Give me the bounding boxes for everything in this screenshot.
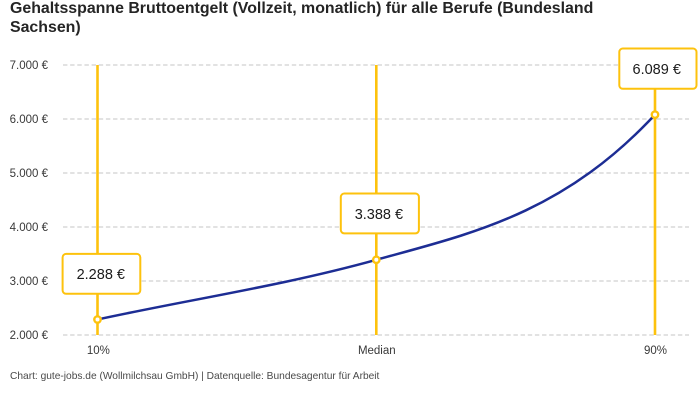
svg-text:3.388 €: 3.388 € [355,207,403,223]
svg-text:2.000 €: 2.000 € [10,330,49,342]
svg-text:90%: 90% [644,345,667,357]
svg-text:2.288 €: 2.288 € [77,267,125,283]
svg-text:3.000 €: 3.000 € [10,276,49,288]
svg-text:5.000 €: 5.000 € [10,168,49,180]
svg-text:6.000 €: 6.000 € [10,114,49,126]
svg-text:4.000 €: 4.000 € [10,222,49,234]
svg-text:10%: 10% [87,345,110,357]
svg-text:7.000 €: 7.000 € [10,60,49,72]
svg-text:6.089 €: 6.089 € [633,62,681,78]
svg-text:Median: Median [358,345,396,357]
